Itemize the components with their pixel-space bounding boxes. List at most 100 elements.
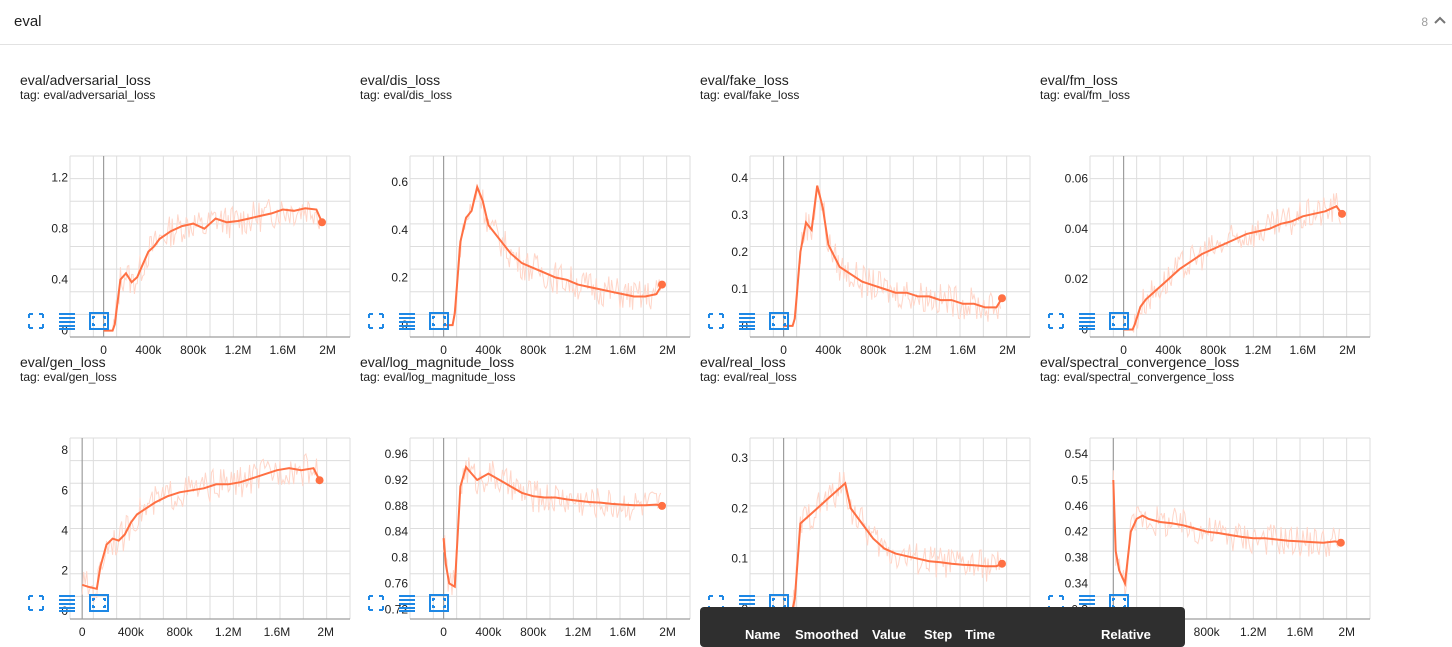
fit-domain-button[interactable]	[87, 592, 111, 614]
data-table-button[interactable]	[55, 592, 79, 614]
chart-card: eval/real_loss tag: eval/real_loss 0.3 0.2 0…	[680, 334, 1031, 639]
data-table-button[interactable]	[735, 310, 759, 332]
expand-icon	[368, 595, 384, 611]
x-tick-label: 400k	[118, 625, 145, 639]
expand-button[interactable]	[24, 592, 48, 614]
y-tick-label: 0.5	[1071, 473, 1088, 487]
x-tick-label: 1.2M	[565, 625, 592, 639]
last-point-marker	[1336, 538, 1345, 547]
x-tick-label: 1.6M	[264, 625, 291, 639]
line-chart[interactable]: 0.40.30.20.100 400k 800k 1.2M 1.6M 2M	[680, 104, 1032, 364]
y-tick-label: 8	[61, 443, 68, 457]
group-header[interactable]: eval 8	[0, 0, 1452, 45]
x-tick-label: 1.6M	[609, 625, 636, 639]
x-tick-label: 800k	[860, 343, 887, 357]
expand-icon	[28, 313, 44, 329]
x-tick-label: 0	[440, 343, 447, 357]
fit-domain-button[interactable]	[427, 310, 451, 332]
y-tick-label: 0.2	[391, 270, 408, 284]
raw-series-line	[783, 186, 1002, 327]
card-tag: tag: eval/fm_loss	[1040, 88, 1131, 102]
y-tick-label: 0.06	[1065, 172, 1089, 186]
x-tick-label: 800k	[167, 625, 194, 639]
chart-card: eval/spectral_convergence_loss tag: eval/…	[1020, 334, 1371, 639]
data-table-button[interactable]	[1075, 310, 1099, 332]
x-tick-label: 2M	[659, 343, 676, 357]
expand-button[interactable]	[364, 592, 388, 614]
data-table-button[interactable]	[395, 310, 419, 332]
x-tick-label: 0	[780, 343, 787, 357]
last-point-marker	[1338, 209, 1346, 218]
tooltip-col-name: Name	[745, 627, 781, 642]
x-tick-label: 800k	[180, 343, 207, 357]
fit-domain-button[interactable]	[767, 310, 791, 332]
x-tick-label: 2M	[319, 343, 336, 357]
x-tick-label: 400k	[135, 343, 162, 357]
y-tick-label: 0.2	[731, 245, 748, 259]
data-table-button[interactable]	[735, 592, 759, 614]
expand-button[interactable]	[704, 310, 728, 332]
x-tick-label: 1.2M	[1240, 625, 1267, 639]
line-chart[interactable]: 1.2 0.8 0.4 0 0 400k 800k 1.2M 1.6M 2M	[0, 104, 352, 364]
smoothed-series-line	[81, 467, 321, 591]
data-table-icon	[1079, 595, 1095, 612]
x-tick-label: 1.6M	[609, 343, 636, 357]
x-tick-label: 1.2M	[565, 343, 592, 357]
y-tick-label: 0.88	[385, 499, 409, 513]
card-tag: tag: eval/real_loss	[700, 370, 797, 384]
y-tick-label: 0.3	[731, 208, 748, 222]
data-table-icon	[59, 595, 75, 612]
x-tick-label: 0	[79, 625, 86, 639]
last-point-marker	[998, 294, 1006, 303]
data-table-button[interactable]	[1075, 592, 1099, 614]
line-chart[interactable]: 0.60.40.200 400k 800k 1.2M 1.6M 2M	[340, 104, 692, 364]
chevron-up-icon[interactable]	[1433, 13, 1447, 27]
x-tick-label: 0	[1120, 343, 1127, 357]
expand-button[interactable]	[364, 310, 388, 332]
data-table-button[interactable]	[395, 592, 419, 614]
y-tick-label: 0.4	[51, 273, 68, 287]
fit-domain-icon	[89, 312, 109, 330]
y-tick-label: 4	[61, 524, 68, 538]
fit-domain-button[interactable]	[1107, 310, 1131, 332]
expand-icon	[368, 313, 384, 329]
card-tag: tag: eval/dis_loss	[360, 88, 453, 102]
raw-series-line	[443, 189, 662, 326]
y-tick-label: 0.92	[385, 473, 409, 487]
group-name: eval	[14, 13, 42, 30]
card-tag: tag: eval/log_magnitude_loss	[360, 370, 516, 384]
expand-button[interactable]	[24, 310, 48, 332]
data-table-icon	[1079, 313, 1095, 330]
tooltip-col-relative: Relative	[1101, 627, 1151, 642]
data-table-button[interactable]	[55, 310, 79, 332]
fit-domain-icon	[1109, 312, 1129, 330]
data-table-icon	[739, 595, 755, 612]
expand-icon	[1048, 313, 1064, 329]
y-tick-label: 0.54	[1065, 447, 1089, 461]
x-tick-label: 2M	[659, 625, 676, 639]
fit-domain-button[interactable]	[87, 310, 111, 332]
x-tick-label: 400k	[475, 343, 502, 357]
y-tick-label: 0	[61, 324, 68, 338]
y-tick-label: 0.34	[1065, 576, 1089, 590]
x-tick-label: 400k	[475, 625, 502, 639]
x-tick-label: 2M	[317, 625, 334, 639]
x-tick-label: 800k	[520, 343, 547, 357]
expand-button[interactable]	[1044, 310, 1068, 332]
fit-domain-button[interactable]	[427, 592, 451, 614]
chart-card: eval/adversarial_loss tag: eval/adversari…	[0, 52, 351, 357]
chart-card: eval/log_magnitude_loss tag: eval/log_mag…	[340, 334, 691, 639]
y-tick-label: 0.1	[731, 282, 748, 296]
x-tick-label: 800k	[1194, 625, 1221, 639]
y-tick-label: 0.2	[731, 501, 748, 515]
line-chart[interactable]: 0.96 0.92 0.88 0.84 0.8 0.76 0.72 0 400k 800k 1.2M…	[340, 386, 692, 646]
expand-icon	[708, 313, 724, 329]
y-tick-label: 0.96	[385, 447, 409, 461]
x-tick-label: 0	[100, 343, 107, 357]
data-table-icon	[739, 313, 755, 330]
card-tag: tag: eval/fake_loss	[700, 88, 800, 102]
fit-domain-icon	[769, 312, 789, 330]
smoothed-series-line	[103, 207, 323, 332]
